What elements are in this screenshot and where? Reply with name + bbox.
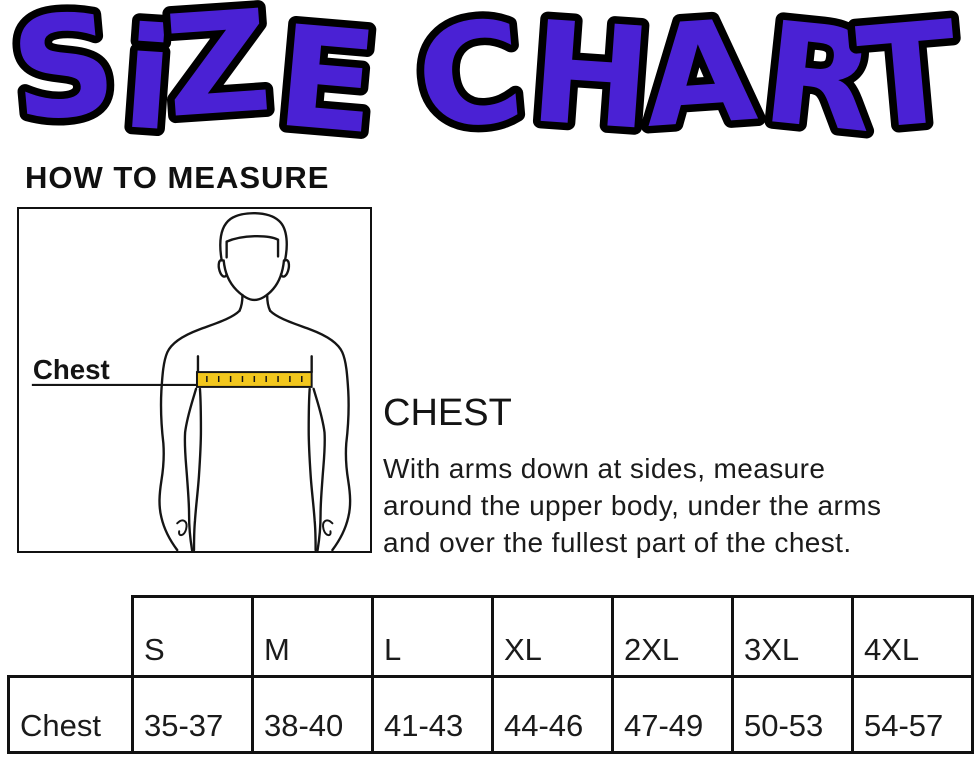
size-column-header-2xl: 2XL: [611, 595, 734, 678]
chest-value-s: 35-37: [131, 675, 254, 754]
left-inner-arm-line: [183, 387, 198, 551]
left-torso-line: [192, 387, 203, 551]
chest-value-xl: 44-46: [491, 675, 614, 754]
instruction-line: With arms down at sides, measure: [383, 453, 826, 484]
chest-value-4xl: 54-57: [851, 675, 974, 754]
tape-tick-marks: [206, 376, 303, 382]
how-to-measure-heading: HOW TO MEASURE: [25, 160, 330, 195]
neck-left-line: [238, 293, 244, 312]
left-thumb-curl: [176, 519, 188, 537]
size-column-header-3xl: 3XL: [731, 595, 854, 678]
size-chart-title: SiZE CHART: [0, 0, 972, 158]
face-outline: [222, 259, 286, 302]
size-column-header-s: S: [131, 595, 254, 678]
right-torso-line: [307, 387, 317, 551]
measure-diagram-box: Chest: [17, 207, 372, 553]
instruction-line: around the upper body, under the arms: [383, 490, 882, 521]
chest-value-m: 38-40: [251, 675, 374, 754]
size-table-corner-cell: [9, 597, 133, 677]
right-ear: [279, 258, 291, 278]
size-table-chest-row: Chest 35-37 38-40 41-43 44-46 47-49 50-5…: [7, 675, 974, 754]
right-inner-arm-line: [312, 387, 326, 551]
chest-instruction-text: With arms down at sides, measure around …: [383, 450, 968, 561]
hair-fringe-line: [225, 234, 280, 259]
size-column-header-l: L: [371, 595, 494, 678]
size-column-header-xl: XL: [491, 595, 614, 678]
chest-section-heading: CHEST: [383, 392, 512, 434]
size-table-header-row: S M L XL 2XL 3XL 4XL: [9, 595, 974, 678]
size-column-header-4xl: 4XL: [851, 595, 974, 678]
right-thumb-curl: [322, 519, 334, 537]
size-column-header-m: M: [251, 595, 374, 678]
size-table-row-label: Chest: [7, 675, 134, 754]
chest-value-3xl: 50-53: [731, 675, 854, 754]
chest-diagram-label: Chest: [33, 354, 110, 385]
instruction-line: and over the fullest part of the chest.: [383, 527, 852, 558]
left-ear: [217, 258, 228, 278]
size-table: S M L XL 2XL 3XL 4XL Chest 35-37 38-40 4…: [7, 595, 974, 754]
size-chart-title-text: SiZE CHART: [5, 0, 964, 158]
hair-outline: [219, 212, 288, 262]
neck-right-line: [265, 293, 272, 312]
right-arm-outline: [268, 309, 352, 551]
chest-instructions: CHEST With arms down at sides, measure a…: [383, 392, 968, 561]
chest-value-l: 41-43: [371, 675, 494, 754]
left-arm-outline: [158, 309, 241, 551]
male-torso-figure: Chest: [31, 212, 352, 551]
chest-value-2xl: 47-49: [611, 675, 734, 754]
